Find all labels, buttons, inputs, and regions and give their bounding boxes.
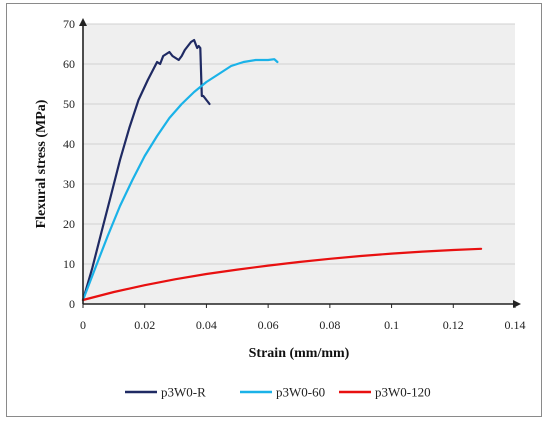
- x-axis-title: Strain (mm/mm): [249, 346, 350, 361]
- y-tick-label: 0: [69, 297, 75, 311]
- x-tick-label: 0.12: [443, 318, 464, 332]
- y-tick-label: 40: [63, 137, 75, 151]
- x-tick-label: 0.04: [196, 318, 217, 332]
- series-line-1: [81, 38, 211, 302]
- y-axis-arrow: [79, 18, 87, 26]
- legend-label: p3W0-R: [161, 385, 206, 400]
- y-axis-title: Flexural stress (MPa): [34, 99, 49, 228]
- plot-area: [83, 24, 515, 304]
- y-tick-label: 70: [63, 17, 75, 31]
- x-tick-label: 0: [80, 318, 86, 332]
- x-tick-label: 0.02: [134, 318, 155, 332]
- x-tick-label: 0.08: [319, 318, 340, 332]
- chart-frame: 0 10 20 30 40 50 60 70 0 0.02 0.04 0.06 0.08 0.1 0.12 0…: [6, 3, 542, 417]
- y-tick-label: 30: [63, 177, 75, 191]
- series-line-2: [81, 58, 279, 302]
- x-tick-label: 0.14: [505, 318, 526, 332]
- series-line-3: [81, 247, 483, 302]
- y-tick-label: 50: [63, 97, 75, 111]
- y-tick-label: 20: [63, 217, 75, 231]
- x-tick-label: 0.1: [384, 318, 399, 332]
- y-tick-label: 60: [63, 57, 75, 71]
- flexural-stress-chart: 0 10 20 30 40 50 60 70 0 0.02 0.04 0.06 0.08 0.1 0.12 0…: [34, 17, 526, 400]
- legend-label: p3W0-60: [276, 385, 325, 400]
- x-tick-label: 0.06: [258, 318, 279, 332]
- x-axis-arrow: [513, 300, 521, 308]
- legend-label: p3W0-120: [375, 385, 431, 400]
- y-tick-label: 10: [63, 257, 75, 271]
